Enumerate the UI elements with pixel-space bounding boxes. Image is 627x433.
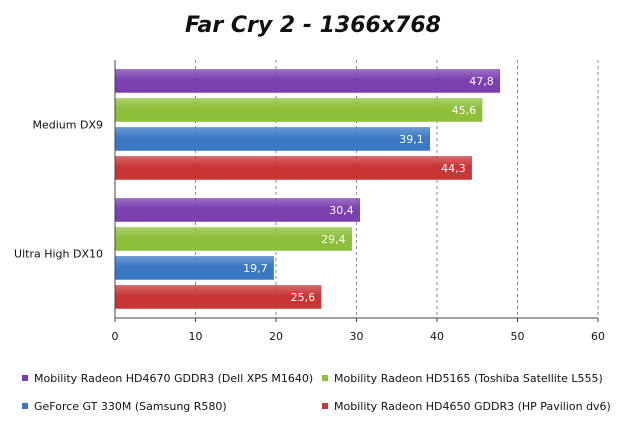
legend-swatch	[322, 375, 328, 381]
legend-swatch	[322, 403, 328, 409]
x-tick-label: 40	[430, 330, 444, 343]
legend-label: Mobility Radeon HD4670 GDDR3 (Dell XPS M…	[34, 372, 313, 385]
x-tick-label: 60	[591, 330, 605, 343]
chart-title: Far Cry 2 - 1366x768	[185, 13, 441, 38]
bar-value-label: 45,6	[452, 104, 477, 117]
bar	[114, 227, 352, 251]
bar-value-label: 29,4	[321, 233, 346, 246]
bars: 47,8 45,6 39,1 44,3 30,4 29,4 19,7 25,6	[114, 69, 501, 309]
category-label: Medium DX9	[33, 119, 104, 132]
x-tick-label: 30	[350, 330, 364, 343]
legend-label: GeForce GT 330M (Samsung R580)	[34, 400, 227, 413]
bar-value-label: 39,1	[399, 133, 424, 146]
axes: 0 10 20 30 40 50 60 Medium DX9 Ultra High DX10	[14, 60, 605, 343]
bar-value-label: 30,4	[329, 204, 354, 217]
bar	[114, 198, 360, 222]
legend-label: Mobility Radeon HD4650 GDDR3 (HP Pavilio…	[334, 400, 611, 413]
bar-value-label: 19,7	[243, 262, 268, 275]
bar	[114, 127, 431, 151]
category-label: Ultra High DX10	[14, 248, 103, 261]
bar	[114, 98, 483, 122]
legend-swatch	[22, 403, 28, 409]
x-tick-label: 20	[269, 330, 283, 343]
legend-label: Mobility Radeon HD5165 (Toshiba Satellit…	[334, 372, 603, 385]
legend: Mobility Radeon HD4670 GDDR3 (Dell XPS M…	[22, 372, 611, 413]
bar-value-label: 25,6	[291, 291, 316, 304]
bar	[114, 69, 501, 93]
bar-value-label: 44,3	[441, 162, 466, 175]
x-tick-label: 0	[112, 330, 119, 343]
x-tick-label: 10	[189, 330, 203, 343]
bar	[114, 156, 472, 180]
bar-value-label: 47,8	[469, 75, 494, 88]
x-tick-label: 50	[511, 330, 525, 343]
legend-swatch	[22, 375, 28, 381]
